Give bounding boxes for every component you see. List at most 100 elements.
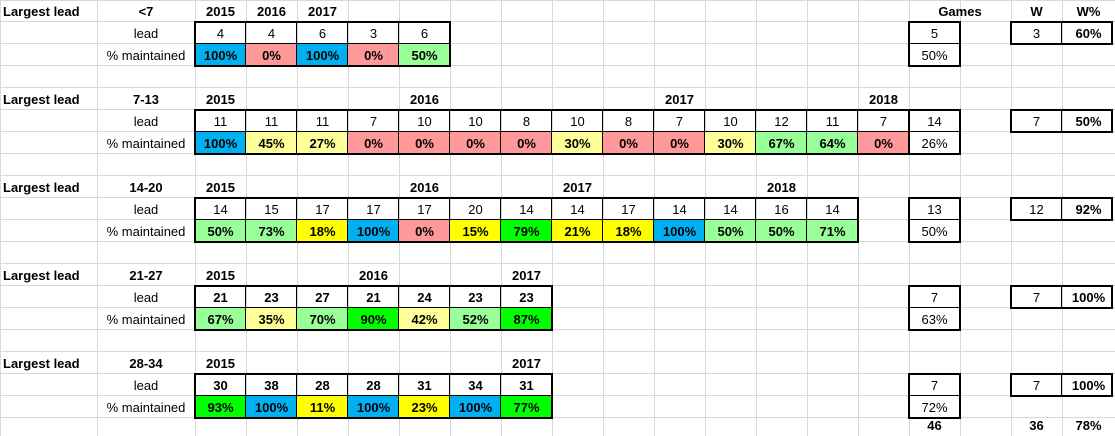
maintained-pct[interactable]: 100% [348, 220, 399, 242]
w-value[interactable]: 12 [1029, 201, 1044, 217]
maintained-pct[interactable]: 71% [807, 220, 858, 242]
lead-value[interactable]: 4 [267, 25, 276, 41]
lead-value[interactable]: 7 [369, 113, 378, 129]
lead-value[interactable]: 10 [468, 113, 483, 129]
section-title[interactable]: Largest lead [3, 267, 80, 283]
maintained-pct[interactable]: 0% [654, 132, 705, 154]
lead-row-label[interactable]: lead [133, 25, 159, 41]
maintained-pct[interactable]: 100% [348, 396, 399, 418]
lead-value[interactable]: 14 [213, 201, 228, 217]
maintained-pct[interactable]: 0% [399, 132, 450, 154]
section-title[interactable]: Largest lead [3, 3, 80, 19]
lead-value[interactable]: 16 [774, 201, 789, 217]
lead-value[interactable]: 24 [417, 289, 432, 305]
games-pct[interactable]: 72% [921, 399, 948, 415]
lead-value[interactable]: 7 [675, 113, 684, 129]
maintained-pct[interactable]: 0% [246, 44, 297, 66]
maintained-pct[interactable]: 70% [297, 308, 348, 330]
w-value[interactable]: 7 [1032, 289, 1041, 305]
total-games[interactable]: 46 [927, 417, 942, 433]
year-label[interactable]: 2015 [206, 91, 235, 107]
maintained-row-label[interactable]: % maintained [106, 311, 186, 327]
section-range[interactable]: 14-20 [129, 179, 163, 195]
lead-value[interactable]: 14 [519, 201, 534, 217]
lead-row-label[interactable]: lead [133, 289, 159, 305]
lead-value[interactable]: 34 [468, 377, 483, 393]
wpct-value[interactable]: 60% [1075, 25, 1102, 41]
year-label[interactable]: 2017 [563, 179, 592, 195]
year-label[interactable]: 2015 [206, 3, 235, 19]
lead-value[interactable]: 14 [672, 201, 687, 217]
lead-value[interactable]: 17 [417, 201, 432, 217]
section-title[interactable]: Largest lead [3, 91, 80, 107]
maintained-pct[interactable]: 15% [450, 220, 501, 242]
wpct-header[interactable]: W% [1076, 3, 1101, 19]
year-label[interactable]: 2016 [359, 267, 388, 283]
maintained-pct[interactable]: 90% [348, 308, 399, 330]
lead-value[interactable]: 8 [522, 113, 531, 129]
year-label[interactable]: 2015 [206, 267, 235, 283]
lead-value[interactable]: 27 [315, 289, 330, 305]
maintained-pct[interactable]: 0% [603, 132, 654, 154]
section-range[interactable]: 28-34 [129, 355, 163, 371]
maintained-row-label[interactable]: % maintained [106, 399, 186, 415]
w-header[interactable]: W [1030, 3, 1043, 19]
maintained-pct[interactable]: 50% [399, 44, 450, 66]
lead-value[interactable]: 28 [366, 377, 381, 393]
lead-value[interactable]: 20 [468, 201, 483, 217]
lead-value[interactable]: 11 [213, 113, 228, 129]
lead-value[interactable]: 17 [315, 201, 330, 217]
maintained-pct[interactable]: 18% [297, 220, 348, 242]
year-label[interactable]: 2017 [308, 3, 337, 19]
lead-row-label[interactable]: lead [133, 377, 159, 393]
lead-value[interactable]: 14 [723, 201, 738, 217]
games-value[interactable]: 14 [927, 113, 942, 129]
wpct-value[interactable]: 92% [1075, 201, 1102, 217]
maintained-pct[interactable]: 23% [399, 396, 450, 418]
maintained-pct[interactable]: 100% [297, 44, 348, 66]
lead-value[interactable]: 11 [315, 113, 330, 129]
games-value[interactable]: 7 [930, 289, 939, 305]
lead-value[interactable]: 28 [315, 377, 330, 393]
games-pct[interactable]: 63% [921, 311, 948, 327]
games-pct[interactable]: 50% [921, 223, 948, 239]
year-label[interactable]: 2017 [665, 91, 694, 107]
games-value[interactable]: 13 [927, 201, 942, 217]
w-value[interactable]: 3 [1032, 25, 1041, 41]
year-label[interactable]: 2018 [869, 91, 898, 107]
section-range[interactable]: <7 [138, 3, 154, 19]
w-value[interactable]: 7 [1032, 113, 1041, 129]
lead-value[interactable]: 31 [519, 377, 534, 393]
lead-value[interactable]: 23 [468, 289, 483, 305]
maintained-pct[interactable]: 93% [195, 396, 246, 418]
maintained-pct[interactable]: 35% [246, 308, 297, 330]
lead-value[interactable]: 17 [366, 201, 381, 217]
lead-value[interactable]: 15 [264, 201, 279, 217]
lead-value[interactable]: 11 [825, 113, 840, 129]
lead-value[interactable]: 11 [264, 113, 279, 129]
games-pct[interactable]: 50% [921, 47, 948, 63]
maintained-pct[interactable]: 0% [348, 132, 399, 154]
lead-value[interactable]: 21 [366, 289, 381, 305]
maintained-pct[interactable]: 52% [450, 308, 501, 330]
maintained-pct[interactable]: 27% [297, 132, 348, 154]
year-label[interactable]: 2015 [206, 179, 235, 195]
maintained-pct[interactable]: 30% [705, 132, 756, 154]
maintained-pct[interactable]: 100% [246, 396, 297, 418]
games-value[interactable]: 5 [930, 25, 939, 41]
maintained-row-label[interactable]: % maintained [106, 47, 186, 63]
maintained-pct[interactable]: 50% [195, 220, 246, 242]
year-label[interactable]: 2018 [767, 179, 796, 195]
maintained-pct[interactable]: 50% [705, 220, 756, 242]
section-range[interactable]: 7-13 [132, 91, 160, 107]
lead-value[interactable]: 7 [879, 113, 888, 129]
maintained-row-label[interactable]: % maintained [106, 135, 186, 151]
maintained-pct[interactable]: 45% [246, 132, 297, 154]
maintained-row-label[interactable]: % maintained [106, 223, 186, 239]
games-header[interactable]: Games [938, 3, 982, 19]
year-label[interactable]: 2015 [206, 355, 235, 371]
lead-value[interactable]: 10 [570, 113, 585, 129]
maintained-pct[interactable]: 0% [399, 220, 450, 242]
maintained-pct[interactable]: 21% [552, 220, 603, 242]
